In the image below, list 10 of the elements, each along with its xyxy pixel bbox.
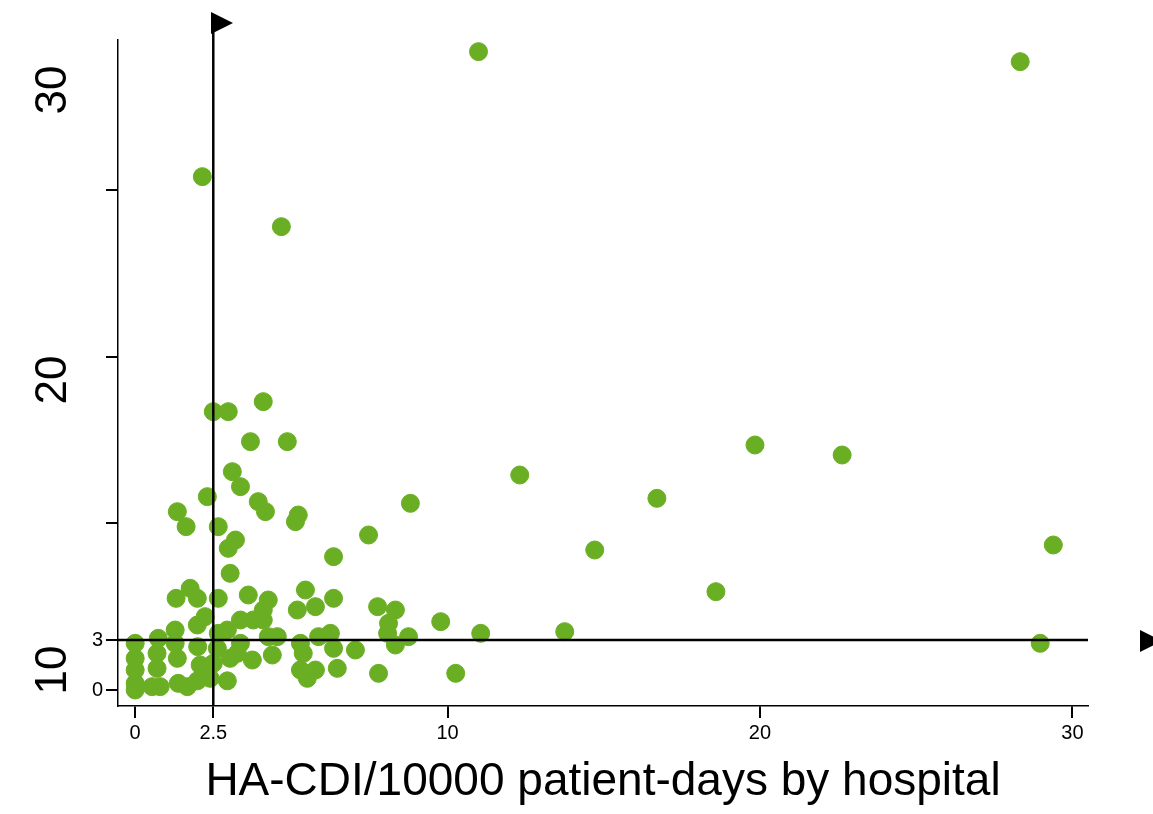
x-tick-label: 20 [748, 720, 772, 743]
text: 20 [25, 355, 75, 405]
y-tick-label: 3 [91, 627, 103, 650]
text: 30 [25, 65, 75, 115]
x-tick-label: 2.5 [199, 720, 228, 743]
x-tick-label: 10 [436, 720, 459, 743]
x-tick-label: 0 [129, 720, 141, 743]
x-axis-title: HA-CDI/10000 patient-days by hospital [205, 753, 1001, 806]
x-tick-label: 30 [1061, 720, 1084, 743]
text: 10 [25, 645, 75, 695]
